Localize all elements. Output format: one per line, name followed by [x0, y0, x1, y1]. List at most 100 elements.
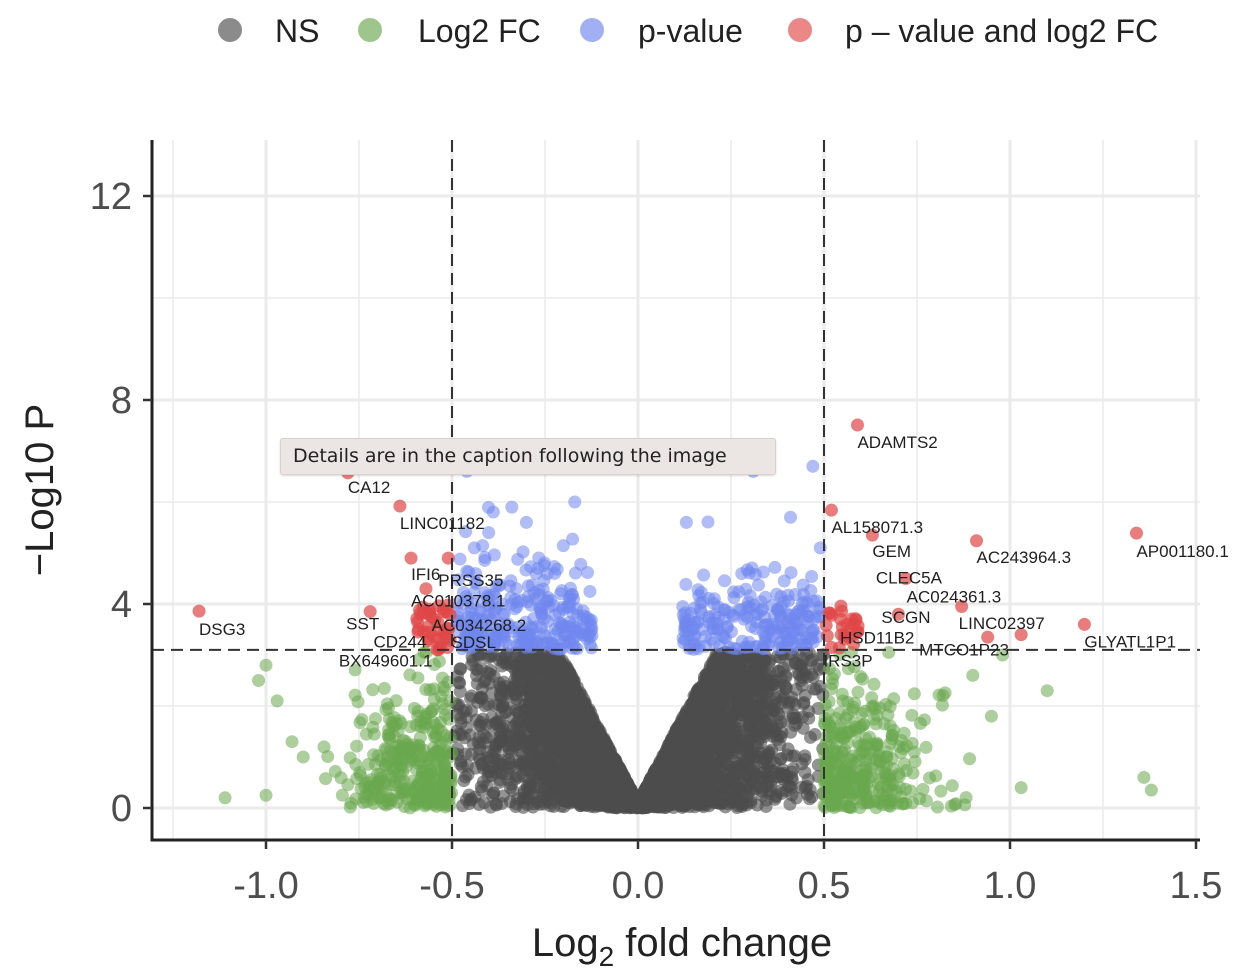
ns-point — [772, 708, 786, 722]
ns-point — [537, 684, 551, 698]
ns-point — [743, 718, 757, 732]
ns-point — [597, 773, 611, 787]
ns-point — [815, 648, 829, 662]
ns-point — [667, 794, 681, 808]
ns-point — [727, 773, 741, 787]
ns-point — [734, 672, 748, 686]
ns-point — [736, 686, 750, 700]
ns-point — [523, 780, 537, 794]
ns-point — [473, 730, 487, 744]
ns-point — [783, 779, 797, 793]
ns-point — [527, 685, 541, 699]
ns-point — [475, 783, 489, 797]
ns-point — [730, 741, 744, 755]
ns-point — [474, 690, 488, 704]
ns-point — [494, 708, 508, 722]
ns-point — [549, 785, 563, 799]
ns-point — [797, 667, 811, 681]
ns-point — [712, 773, 726, 787]
points — [192, 418, 1158, 815]
ns-point — [554, 765, 568, 779]
ns-point — [801, 773, 815, 787]
ns-point — [709, 668, 723, 682]
ns-point — [470, 677, 484, 691]
ns-point — [516, 769, 530, 783]
ns-point — [748, 670, 762, 684]
ns-point — [479, 718, 493, 732]
ns-point — [720, 747, 734, 761]
ns-point — [477, 796, 491, 810]
ns-point — [508, 663, 522, 677]
ns-point — [498, 650, 512, 664]
ns-point — [763, 770, 777, 784]
ns-point — [797, 695, 811, 709]
ns-point — [715, 688, 729, 702]
ns-point — [608, 754, 622, 768]
ns-point — [744, 782, 758, 796]
ns-point — [526, 671, 540, 685]
ns-point — [513, 715, 527, 729]
ns-point — [513, 731, 527, 745]
ns-point — [508, 698, 522, 712]
ns-point — [482, 676, 496, 690]
ns-point — [582, 737, 596, 751]
ns-point — [798, 749, 812, 763]
ns-point — [534, 795, 548, 809]
ns-point — [485, 748, 499, 762]
ns-point — [501, 687, 515, 701]
ns-point — [474, 662, 488, 676]
ns-point — [557, 724, 571, 738]
ns-point — [464, 692, 478, 706]
ns-point — [803, 783, 817, 797]
ns-point — [774, 767, 788, 781]
ns-point — [523, 698, 537, 712]
ns-point — [524, 742, 538, 756]
ns-point — [617, 774, 631, 788]
ns-point — [757, 752, 771, 766]
ns-point — [688, 769, 702, 783]
ns-point — [544, 709, 558, 723]
ns-point — [779, 668, 793, 682]
ns-point — [503, 795, 517, 809]
ns-point — [539, 663, 553, 677]
ns-point — [585, 757, 599, 771]
ns-point — [453, 676, 467, 690]
ns-point — [457, 774, 471, 788]
ns-point — [560, 668, 574, 682]
ns-point — [689, 745, 703, 759]
ns-point — [760, 780, 774, 794]
ns-point — [501, 773, 515, 787]
ns-point — [610, 786, 624, 800]
ns-point — [486, 760, 500, 774]
ns-point — [585, 784, 599, 798]
ns-point — [459, 721, 473, 735]
ns-point — [671, 728, 685, 742]
ns-point — [747, 760, 761, 774]
ns-point — [712, 710, 726, 724]
ns-point — [730, 696, 744, 710]
ns-point — [796, 721, 810, 735]
ns-point — [781, 742, 795, 756]
ns-point — [784, 725, 798, 739]
ns-point — [758, 715, 772, 729]
ns-point — [526, 720, 540, 734]
ns-point — [565, 791, 579, 805]
ns-point — [503, 756, 517, 770]
ns-point — [726, 719, 740, 733]
ns-point — [648, 772, 662, 786]
ns-point — [496, 732, 510, 746]
ns-point — [691, 684, 705, 698]
ns-point — [721, 797, 735, 811]
ns-point — [469, 713, 483, 727]
ns-point — [566, 762, 580, 776]
ns-point — [705, 738, 719, 752]
ns-point — [713, 720, 727, 734]
ns-point — [684, 731, 698, 745]
ns-point — [774, 752, 788, 766]
ns-point — [785, 691, 799, 705]
ns-point — [696, 758, 710, 772]
ns-point — [747, 771, 761, 785]
ns-point — [789, 791, 803, 805]
ns-point — [721, 670, 735, 684]
